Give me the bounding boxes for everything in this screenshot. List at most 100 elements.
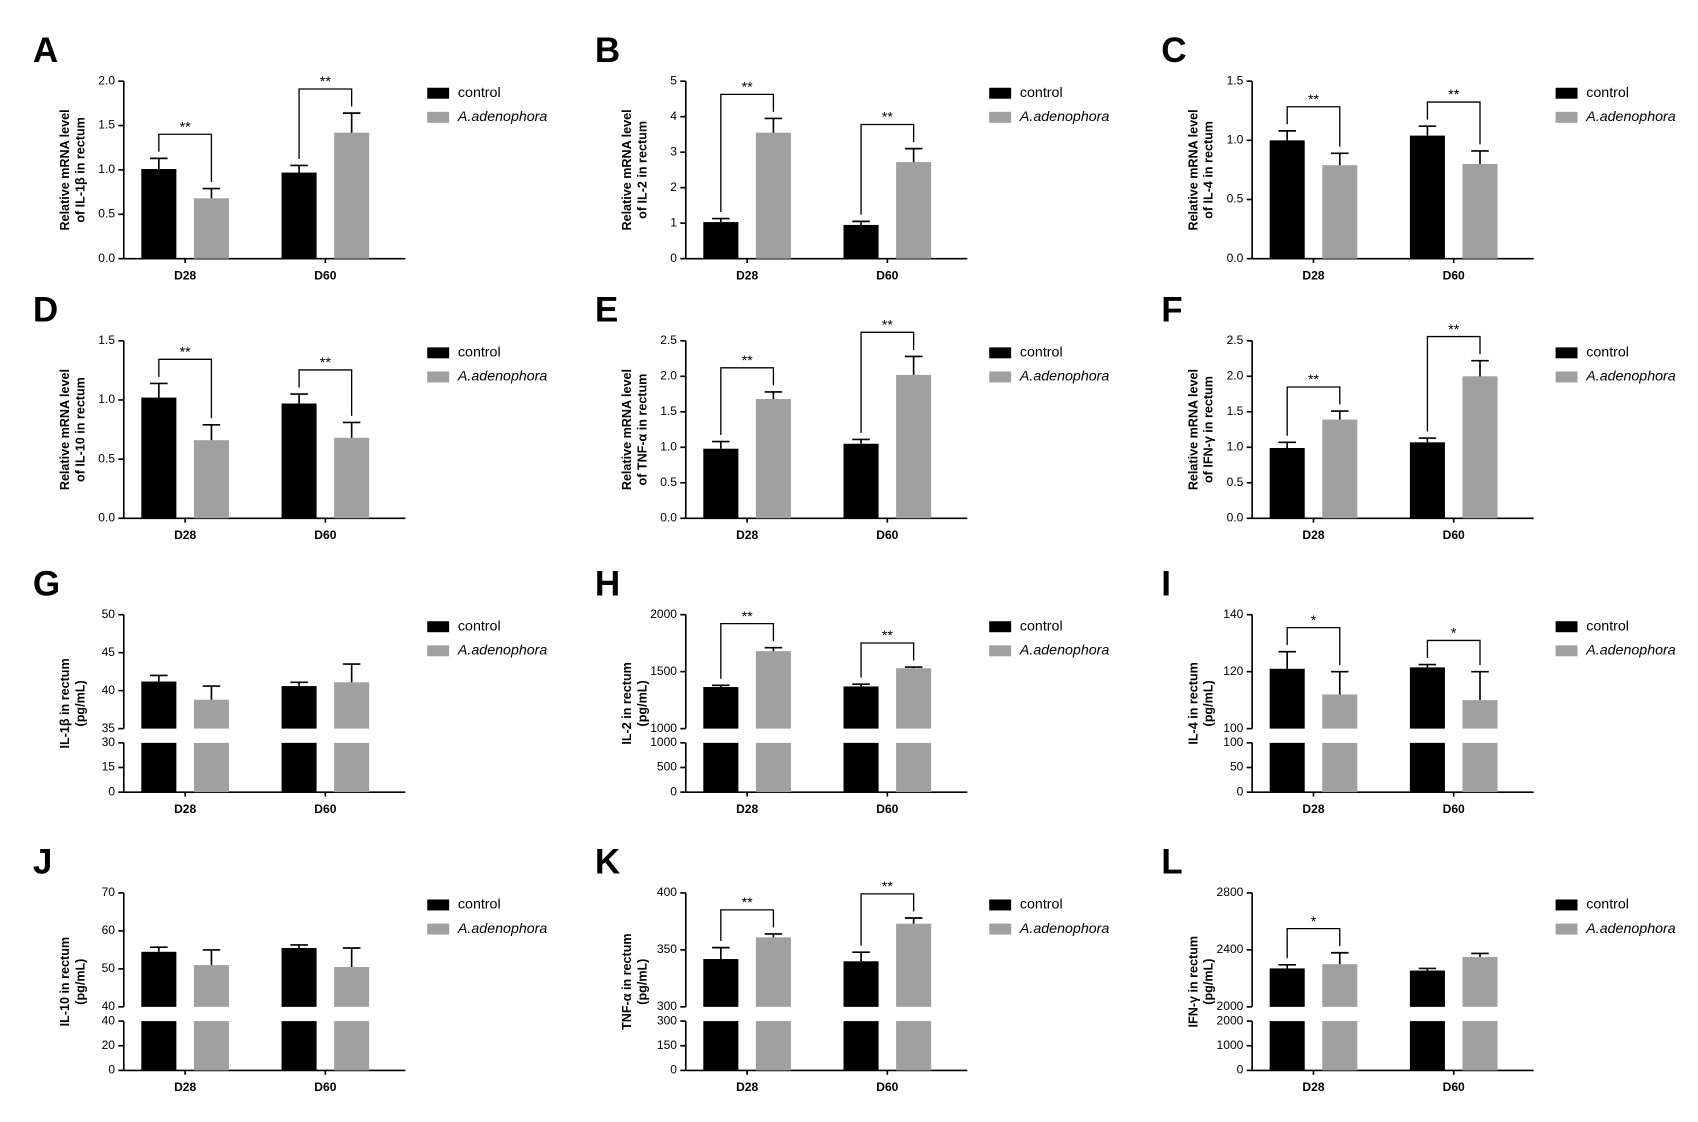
legend-swatch [427,899,450,911]
y-tick-label: 0.5 [1227,192,1244,206]
bar [1269,742,1305,793]
y-tick-label: 120 [1223,664,1243,678]
legend-swatch [1555,621,1578,633]
x-tick-label: D28 [736,268,758,282]
x-tick-label: D60 [876,802,898,816]
legend-swatch [427,111,450,123]
y-tick-label: 2.0 [98,73,115,87]
bar [141,951,177,1007]
y-tick-label: 1.0 [1227,133,1244,147]
y-tick-label: 1 [670,215,677,229]
panel-letter: K [595,843,620,882]
y-tick-label: 20 [102,1038,116,1052]
y-tick-label: 0 [1237,784,1244,798]
bar [755,1021,791,1071]
x-tick-label: D60 [1443,268,1465,282]
y-tick-label: 1000 [1217,1038,1244,1052]
y-tick-label: 0 [108,1063,115,1077]
y-axis-label: (pg/mL) [635,959,649,1005]
x-tick-label: D28 [1302,268,1324,282]
y-tick-label: 500 [657,760,677,774]
significance-bracket [860,893,915,946]
legend-swatch [427,645,450,657]
bar [141,169,177,259]
y-axis-label: of TNF-α in rectum [635,374,649,486]
y-tick-label: 0 [670,784,677,798]
bar [281,742,317,793]
legend-swatch [427,621,450,633]
bar [193,699,229,729]
bar [1269,668,1305,729]
y-tick-label: 70 [102,885,116,899]
panel: A Relative mRNA level of IL-1β in rectum 0.… [33,31,548,282]
panel-letter: D [33,291,58,330]
bar [334,1021,370,1071]
bar [141,681,177,729]
significance-bracket [860,331,915,433]
y-tick-label: 0.0 [660,510,677,524]
bar [843,686,879,729]
y-tick-label: 140 [1223,607,1243,621]
y-tick-label: 0.0 [98,510,115,524]
bar [755,937,791,1007]
bar [281,1021,317,1071]
y-tick-label: 1000 [650,721,677,735]
panel-letter: I [1161,564,1171,603]
legend-swatch [427,923,450,935]
bar [1462,957,1498,1007]
y-tick-label: 40 [102,1013,116,1027]
y-axis-label: (pg/mL) [1202,680,1216,726]
significance-bracket [158,133,213,182]
legend-label: control [1586,85,1629,101]
x-tick-label: D60 [1443,1080,1465,1094]
significance-bracket [720,622,775,679]
significance-label: * [1311,914,1317,930]
y-tick-label: 0 [1237,1063,1244,1077]
bar [193,1021,229,1071]
y-tick-label: 1.5 [660,404,677,418]
significance-label: ** [882,879,894,895]
bar [1462,163,1498,259]
bar [896,742,932,793]
panel-letter: F [1161,291,1182,330]
significance-label: ** [1308,372,1320,388]
significance-bracket [860,123,915,215]
y-tick-label: 400 [657,885,677,899]
y-tick-label: 2400 [1217,942,1244,956]
bar [1462,1021,1498,1071]
y-tick-label: 1000 [650,735,677,749]
panel-letter: G [33,564,60,603]
panel-letter: C [1161,31,1186,70]
y-tick-label: 100 [1223,735,1243,749]
y-tick-label: 300 [657,1013,677,1027]
legend-label: A.adenophora [457,369,548,385]
y-tick-label: 1.0 [98,162,115,176]
legend-swatch [427,87,450,99]
legend-swatch [1555,899,1578,911]
x-tick-label: D28 [174,1080,196,1094]
legend-label: control [1020,85,1063,101]
y-axis-label: of IL-10 in rectum [73,377,87,482]
legend-swatch [989,899,1012,911]
panel-letter: E [595,291,618,330]
y-tick-label: 1.5 [1227,404,1244,418]
y-axis-label: Relative mRNA level [620,109,634,230]
y-axis-label: (pg/mL) [1202,959,1216,1005]
y-tick-label: 300 [657,999,677,1013]
x-tick-label: D60 [1443,528,1465,542]
bar [193,198,229,259]
bar [334,742,370,793]
y-tick-label: 2000 [1217,1013,1244,1027]
bar [1409,442,1445,519]
bar [1322,165,1358,259]
bar [703,448,739,519]
bar [896,923,932,1007]
legend-swatch [427,347,450,359]
x-tick-label: D60 [314,1080,336,1094]
significance-bracket [1426,101,1481,145]
y-axis-label: TNF-α in rectum [620,933,634,1029]
y-tick-label: 0.5 [98,206,115,220]
